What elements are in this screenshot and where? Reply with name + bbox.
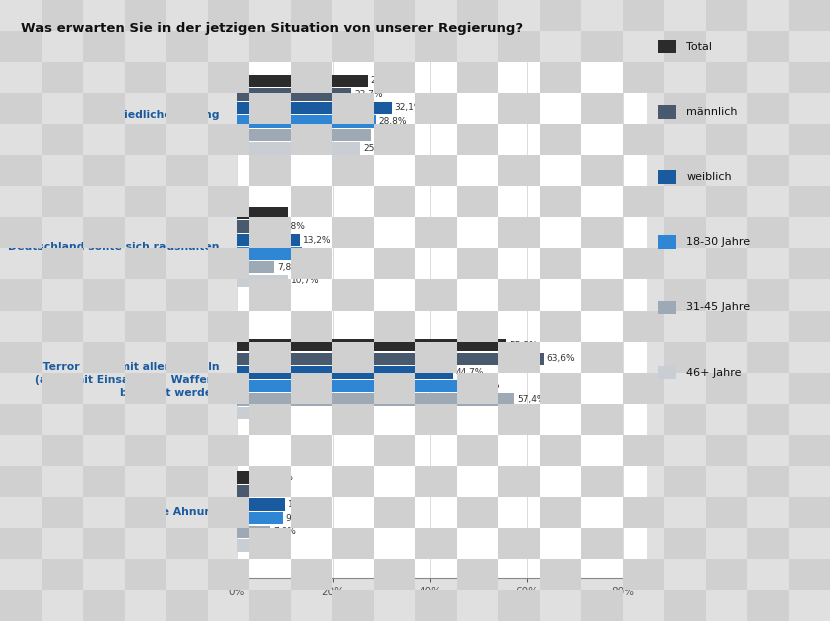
Text: 4,2%: 4,2% [260,409,282,417]
Text: 10,7%: 10,7% [291,276,320,285]
Bar [237,248,302,260]
Bar [237,234,300,247]
Bar [237,393,514,406]
Bar [237,353,544,365]
Text: 48,1%: 48,1% [472,381,500,391]
Text: 25,6%: 25,6% [364,144,392,153]
Text: 57,4%: 57,4% [517,395,545,404]
Text: keine Ahnung: keine Ahnung [136,507,220,517]
Bar [237,471,268,484]
Bar [237,220,279,233]
Text: 44,7%: 44,7% [456,368,484,377]
Text: 13,5%: 13,5% [305,249,334,258]
Bar [237,379,469,392]
Text: 63,6%: 63,6% [547,355,575,363]
Text: weiblich: weiblich [686,172,732,182]
Text: 10,1%: 10,1% [288,500,317,509]
Bar [237,407,256,419]
Text: männlich: männlich [686,107,738,117]
Bar [237,485,256,497]
Bar [237,116,376,128]
Bar [237,339,506,351]
Text: Der Terror muss mit allen Mitteln
(auch mit Einsatz von Waffen)
beendet werden: Der Terror muss mit allen Mitteln (auch … [17,361,220,398]
Text: 46+ Jahre: 46+ Jahre [686,368,742,378]
Bar [237,75,368,87]
Text: 6,5%: 6,5% [271,473,294,482]
Text: Was erwarten Sie in der jetzigen Situation von unserer Regierung?: Was erwarten Sie in der jetzigen Situati… [21,22,523,35]
Bar [237,512,283,524]
Text: 31-45 Jahre: 31-45 Jahre [686,302,750,312]
Text: Total: Total [686,42,712,52]
Bar [237,539,256,551]
Bar [237,142,360,155]
Text: 32,1%: 32,1% [394,103,423,112]
Bar [237,102,392,114]
Text: 4,2%: 4,2% [260,541,282,550]
Bar [237,274,288,287]
Text: 28,8%: 28,8% [378,117,408,126]
Bar [237,366,452,379]
Text: 27,1%: 27,1% [370,76,399,85]
Text: 23,7%: 23,7% [354,90,383,99]
Bar [237,261,274,273]
Text: Eine friedliche Lösung: Eine friedliche Lösung [84,110,220,120]
Text: 7,8%: 7,8% [277,263,300,272]
Bar [237,499,286,511]
Bar [237,88,351,101]
Text: 13,2%: 13,2% [303,235,332,245]
Text: 27,8%: 27,8% [374,130,403,140]
Text: 10,6%: 10,6% [290,209,320,217]
Text: Deutschland sollte sich raushalten: Deutschland sollte sich raushalten [8,242,220,253]
Text: 18-30 Jahre: 18-30 Jahre [686,237,750,247]
Text: 9,6%: 9,6% [286,514,309,523]
Bar [237,207,288,219]
Text: 55,8%: 55,8% [509,341,538,350]
Text: 7,0%: 7,0% [273,527,296,537]
Text: 8,8%: 8,8% [282,222,305,231]
Text: 3,9%: 3,9% [258,487,281,496]
Bar [237,525,271,538]
Bar [237,129,371,141]
